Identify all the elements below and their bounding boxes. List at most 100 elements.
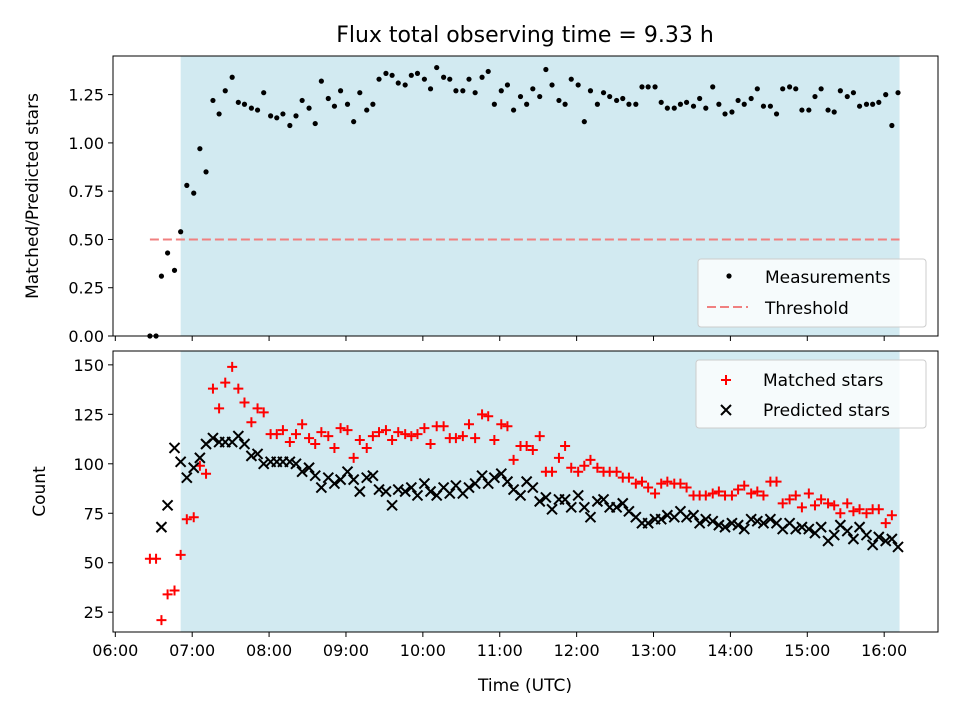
measurement-point (856, 103, 863, 109)
matched-star-point (662, 476, 673, 487)
matched-star-point (162, 589, 173, 600)
predicted-star-point (463, 481, 475, 494)
measurement-point (831, 109, 837, 115)
predicted-star-point (392, 483, 404, 496)
measurement-point (517, 93, 524, 100)
predicted-star-point (257, 458, 270, 470)
measurement-point (171, 267, 178, 273)
x-tick-label: 09:00 (323, 641, 369, 660)
x-tick-label: 12:00 (554, 641, 600, 660)
matched-star-point (835, 508, 846, 519)
matched-star-point (816, 494, 827, 505)
measurement-point (844, 93, 850, 100)
predicted-star-point (719, 521, 731, 533)
predicted-star-point (745, 513, 757, 525)
matched-star-point (630, 478, 641, 489)
matched-star-point (207, 383, 218, 394)
matched-star-point (297, 419, 308, 430)
measurement-point (235, 99, 241, 105)
ratio-legend: Measurements Threshold (697, 258, 927, 328)
count-legend: Matched stars Predicted stars (695, 359, 927, 429)
predicted-star-point (559, 493, 571, 506)
matched-star-point (681, 482, 692, 493)
x-tick-label: 06:00 (92, 641, 138, 660)
measurement-point (364, 107, 370, 113)
matched-star-point (477, 409, 488, 420)
predicted-star-point (700, 513, 712, 525)
legend-box (697, 258, 927, 328)
measurement-point (210, 97, 216, 104)
measurement-point (498, 88, 504, 94)
matched-star-point (585, 454, 596, 465)
measurement-point (357, 90, 363, 96)
x-tick-label: 16:00 (861, 641, 907, 660)
measurement-point (626, 101, 632, 107)
measurement-point (639, 84, 645, 90)
matched-star-point (636, 476, 647, 487)
measurement-point (683, 99, 690, 105)
predicted-star-point (251, 448, 264, 460)
matched-star-point (374, 427, 385, 438)
predicted-star-point (540, 491, 552, 504)
x-tick-label: 08:00 (246, 641, 292, 660)
ratio-y-axis-label: Matched/Predicted stars (23, 93, 43, 299)
matched-star-point (592, 462, 603, 473)
matched-star-point (151, 553, 162, 564)
predicted-star-point (751, 515, 764, 527)
measurement-point (620, 95, 626, 102)
predicted-star-point (495, 467, 507, 480)
measurement-point (677, 101, 684, 107)
measurement-point (556, 97, 562, 104)
matched-star-point (450, 433, 461, 444)
predicted-star-point (514, 489, 527, 502)
predicted-star-point (290, 458, 302, 470)
matched-star-point (508, 454, 519, 465)
predicted-star-point (341, 466, 354, 478)
ratio-axes-frame (112, 55, 939, 337)
measurement-point (543, 66, 549, 73)
matched-star-point (560, 440, 571, 451)
measurement-point (241, 101, 248, 107)
y-tick-label: 1.25 (68, 86, 104, 105)
matched-star-point (521, 440, 532, 451)
y-tick-label: 0.00 (68, 327, 104, 346)
measurement-point (575, 82, 581, 88)
legend-matched-marker (721, 375, 731, 385)
measurement-point (351, 119, 357, 125)
measurement-point (421, 76, 427, 82)
matched-star-point (758, 490, 769, 501)
matched-star-point (675, 478, 686, 489)
matched-star-point (489, 435, 500, 446)
measurement-point (697, 95, 703, 102)
predicted-star-point (546, 503, 558, 516)
measurement-point (710, 84, 716, 90)
predicted-star-point (687, 509, 700, 521)
matched-star-point (406, 431, 417, 442)
measurement-point (524, 101, 530, 107)
matched-star-point (611, 466, 622, 477)
measurement-point (818, 86, 824, 92)
count-y-axis: 25 50 75 100 125 150 (73, 356, 113, 622)
measurement-point (178, 229, 184, 235)
matched-star-point (304, 433, 315, 444)
measurement-point (799, 107, 805, 113)
predicted-star-point (565, 501, 577, 514)
predicted-star-point (155, 521, 168, 533)
legend-matched-label: Matched stars (763, 371, 883, 391)
matched-star-point (284, 437, 295, 448)
matched-star-point (457, 431, 468, 442)
predicted-star-point (303, 462, 315, 474)
measurement-point (299, 97, 305, 104)
predicted-star-point (886, 533, 898, 545)
matched-star-point (252, 403, 263, 414)
predicted-star-point (476, 469, 488, 482)
predicted-star-point (386, 499, 398, 512)
predicted-star-point (245, 450, 258, 462)
measurement-point (703, 105, 709, 111)
matched-star-point (277, 425, 288, 436)
matched-star-point (803, 488, 814, 499)
measurement-point (491, 101, 497, 107)
matched-star-point (323, 431, 334, 442)
matched-star-point (412, 429, 423, 440)
legend-threshold-label: Threshold (764, 299, 849, 319)
